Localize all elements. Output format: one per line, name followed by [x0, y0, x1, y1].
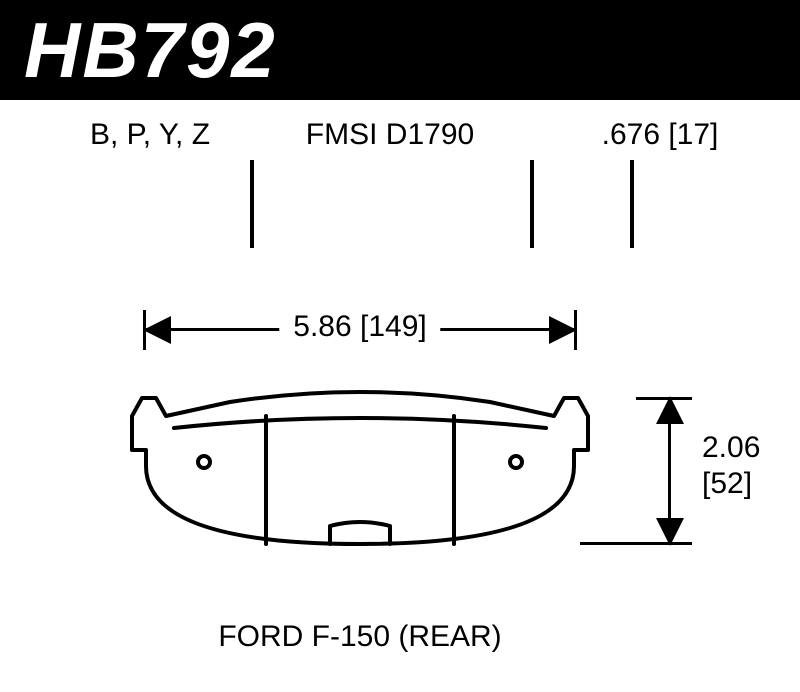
divider	[250, 160, 254, 248]
divider	[630, 160, 634, 248]
height-label: 2.06 [52]	[702, 430, 760, 502]
height-inches: 2.06	[702, 430, 760, 466]
spec-row: B, P, Y, Z FMSI D1790 .676 [17]	[0, 118, 800, 168]
spec-compounds: B, P, Y, Z	[40, 118, 260, 152]
application-label: FORD F-150 (REAR)	[0, 620, 720, 654]
width-label: 5.86 [149]	[279, 310, 440, 344]
arrow-down-icon	[656, 518, 684, 546]
header-bar: HB792	[0, 0, 800, 100]
height-dimension	[650, 398, 690, 544]
height-mm: [52]	[702, 466, 760, 502]
brake-pad-drawing	[80, 376, 640, 556]
width-dimension: 5.86 [149]	[145, 310, 575, 350]
arrow-right-icon	[549, 316, 577, 344]
part-number: HB792	[24, 5, 277, 96]
arrow-left-icon	[143, 316, 171, 344]
spec-fmsi: FMSI D1790	[260, 118, 520, 152]
divider	[530, 160, 534, 248]
arrow-up-icon	[656, 396, 684, 424]
spec-thickness: .676 [17]	[560, 118, 760, 152]
